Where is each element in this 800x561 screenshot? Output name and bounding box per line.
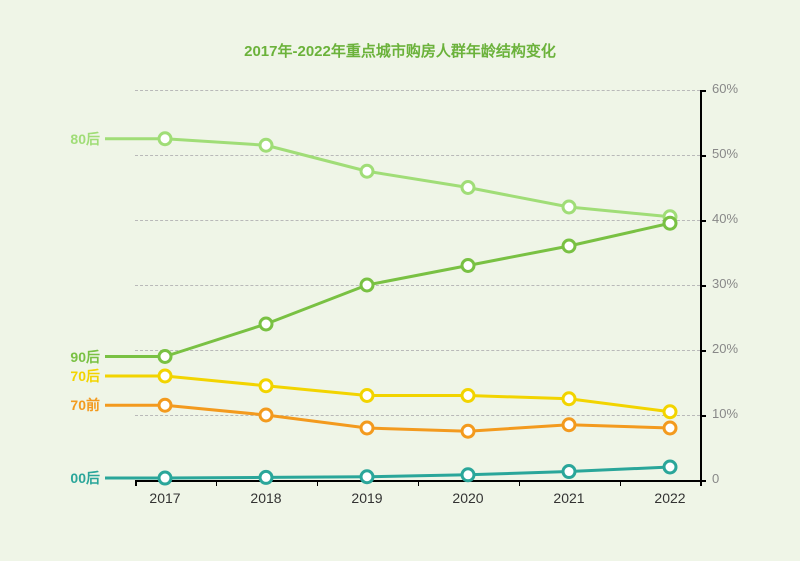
series-marker-90后 [361,279,373,291]
series-marker-90后 [159,351,171,363]
series-marker-00后 [462,469,474,481]
series-marker-70后 [159,370,171,382]
series-marker-00后 [159,472,171,484]
series-marker-80后 [361,165,373,177]
series-label-70前: 70前 [45,395,100,415]
series-line-70前 [165,405,670,431]
series-marker-00后 [260,471,272,483]
series-marker-70后 [563,393,575,405]
series-marker-90后 [462,260,474,272]
series-label-90后: 90后 [45,347,100,367]
series-marker-70前 [361,422,373,434]
series-marker-70后 [462,390,474,402]
series-label-80后: 80后 [45,129,100,149]
series-marker-70后 [664,406,676,418]
series-marker-80后 [260,139,272,151]
series-marker-00后 [361,471,373,483]
series-marker-90后 [260,318,272,330]
series-marker-70前 [260,409,272,421]
series-line-90后 [165,223,670,356]
series-marker-70前 [462,425,474,437]
series-marker-70后 [361,390,373,402]
series-label-00后: 00后 [45,468,100,488]
series-marker-90后 [563,240,575,252]
series-label-70后: 70后 [45,366,100,386]
series-marker-80后 [563,201,575,213]
series-marker-00后 [664,461,676,473]
series-marker-90后 [664,217,676,229]
series-marker-70前 [563,419,575,431]
line-layer [0,0,800,561]
series-marker-80后 [159,133,171,145]
series-marker-00后 [563,466,575,478]
series-line-00后 [165,467,670,478]
series-marker-70前 [159,399,171,411]
series-line-70后 [165,376,670,412]
series-marker-80后 [462,182,474,194]
series-marker-70前 [664,422,676,434]
series-line-80后 [165,139,670,217]
series-marker-70后 [260,380,272,392]
chart-container: 2017年-2022年重点城市购房人群年龄结构变化 010%20%30%40%5… [0,0,800,561]
